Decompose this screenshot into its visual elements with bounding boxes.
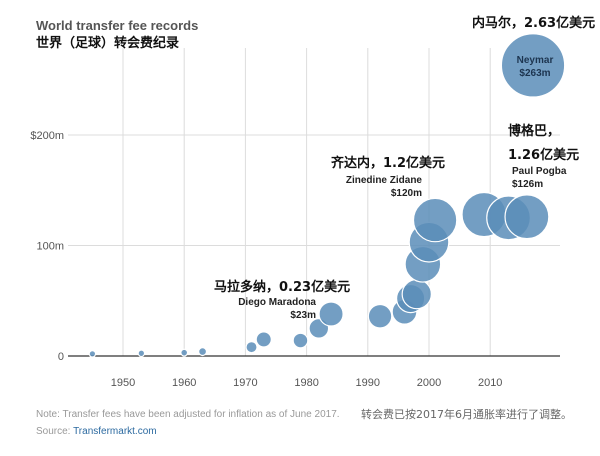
- data-bubble: [504, 194, 550, 240]
- data-bubble: [180, 348, 189, 357]
- annotation-zidane: 齐达内，1.2亿美元 Zinedine Zidane $120m: [331, 155, 445, 199]
- x-tick-label: 1990: [356, 377, 380, 389]
- annotation-pogba-value: $126m: [512, 179, 543, 190]
- x-tick-label: 1950: [111, 377, 135, 389]
- annotation-maradona-zh: 马拉多纳，0.23亿美元: [214, 279, 350, 295]
- source-line: Source: Transfermarkt.com: [36, 426, 157, 437]
- footnote-zh: 转会费已按2017年6月通胀率进行了调整。: [361, 407, 572, 421]
- x-tick-label: 1970: [233, 377, 257, 389]
- data-bubble: [318, 301, 344, 327]
- annotation-maradona-en: Diego Maradona: [238, 297, 316, 308]
- y-tick-label: 100m: [36, 241, 64, 253]
- axes: 0 100m $200m 1950 1960 1970 1980 1990 2000 2010: [30, 130, 560, 389]
- x-tick-label: 2000: [417, 377, 441, 389]
- annotation-pogba-en: Paul Pogba: [512, 166, 567, 177]
- x-tick-label: 1980: [294, 377, 318, 389]
- data-bubble: [88, 349, 97, 358]
- y-tick-label: $200m: [30, 130, 64, 142]
- annotation-pogba-zh: 博格巴，: [508, 123, 560, 139]
- x-tick-label: 2010: [478, 377, 502, 389]
- chart-subtitle: 世界（足球）转会费纪录: [36, 35, 179, 51]
- annotation-pogba: 博格巴， 1.26亿美元 Paul Pogba $126m: [508, 123, 579, 190]
- source-link[interactable]: Transfermarkt.com: [73, 426, 157, 437]
- data-bubble: [198, 347, 208, 357]
- data-bubble: [255, 331, 272, 348]
- annotation-neymar-en: Neymar: [517, 55, 554, 66]
- data-bubble: [401, 278, 432, 310]
- annotation-zidane-en: Zinedine Zidane: [346, 175, 423, 186]
- annotation-neymar-zh: 内马尔，2.63亿美元: [472, 15, 595, 31]
- annotation-neymar-value: $263m: [519, 68, 550, 79]
- annotation-zidane-zh: 齐达内，1.2亿美元: [331, 155, 445, 171]
- data-bubble: [367, 303, 393, 329]
- chart-title: World transfer fee records: [36, 18, 198, 33]
- data-bubble: [245, 341, 258, 354]
- y-tick-label: 0: [58, 351, 64, 363]
- data-bubble: [137, 349, 146, 358]
- annotation-maradona-value: $23m: [290, 310, 316, 321]
- annotation-zidane-value: $120m: [391, 188, 422, 199]
- annotation-neymar: 内马尔，2.63亿美元 Neymar $263m: [472, 15, 595, 79]
- annotation-maradona: 马拉多纳，0.23亿美元 Diego Maradona $23m: [214, 279, 350, 321]
- bubbles: [88, 33, 566, 358]
- annotation-pogba-zh2: 1.26亿美元: [508, 147, 579, 163]
- footnote: Note: Transfer fees have been adjusted f…: [36, 409, 340, 420]
- x-tick-label: 1960: [172, 377, 196, 389]
- source-prefix: Source:: [36, 426, 73, 437]
- data-bubble: [500, 33, 566, 98]
- data-bubble: [292, 332, 309, 349]
- data-bubble: [412, 197, 458, 243]
